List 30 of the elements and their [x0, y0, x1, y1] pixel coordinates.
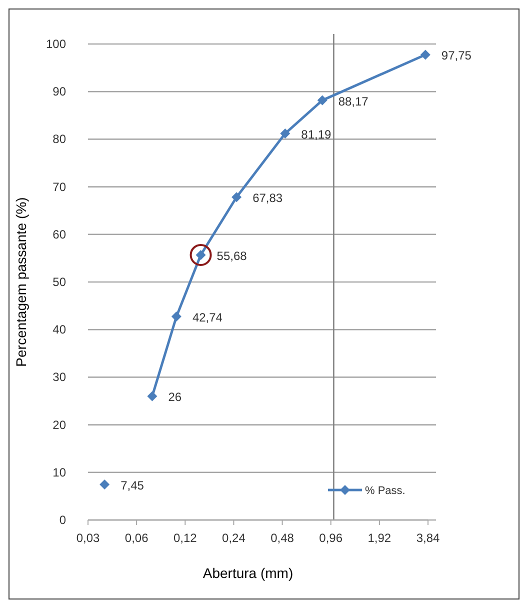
- data-label: 88,17: [338, 94, 369, 108]
- legend-label: % Pass.: [365, 485, 406, 497]
- y-tick-label: 50: [52, 275, 66, 289]
- y-tick-label: 90: [52, 84, 66, 99]
- x-tick-label: 0,48: [270, 531, 294, 545]
- x-tick-label: 0,06: [124, 531, 149, 545]
- data-label: 67,83: [252, 191, 283, 206]
- y-tick-label: 80: [52, 132, 66, 146]
- y-tick-label: 30: [52, 370, 66, 384]
- y-tick-label: 0: [59, 513, 66, 527]
- data-label: 97,75: [441, 48, 472, 63]
- y-tick-label: 70: [52, 180, 66, 194]
- data-label: 55,68: [216, 248, 248, 263]
- data-label: 26: [168, 390, 182, 404]
- data-label: 42,74: [192, 310, 223, 325]
- data-label: 81,19: [301, 128, 332, 142]
- x-tick-label: 3,84: [416, 531, 440, 545]
- y-tick-label: 100: [46, 37, 66, 51]
- y-tick-label: 20: [52, 418, 66, 432]
- x-tick-label: 0,12: [173, 531, 198, 545]
- data-label: 7,45: [120, 478, 144, 493]
- y-tick-label: 60: [52, 227, 66, 242]
- y-tick-label: 10: [52, 465, 66, 480]
- x-tick-label: 0,24: [222, 531, 246, 545]
- x-axis-title: Abertura (mm): [202, 565, 294, 581]
- y-axis-title: Percentagem passante (%): [13, 197, 29, 367]
- x-tick-label: 1,92: [368, 531, 392, 545]
- x-tick-label: 0,96: [319, 531, 343, 545]
- y-tick-label: 40: [52, 322, 66, 337]
- x-tick-label: 0,03: [76, 531, 100, 545]
